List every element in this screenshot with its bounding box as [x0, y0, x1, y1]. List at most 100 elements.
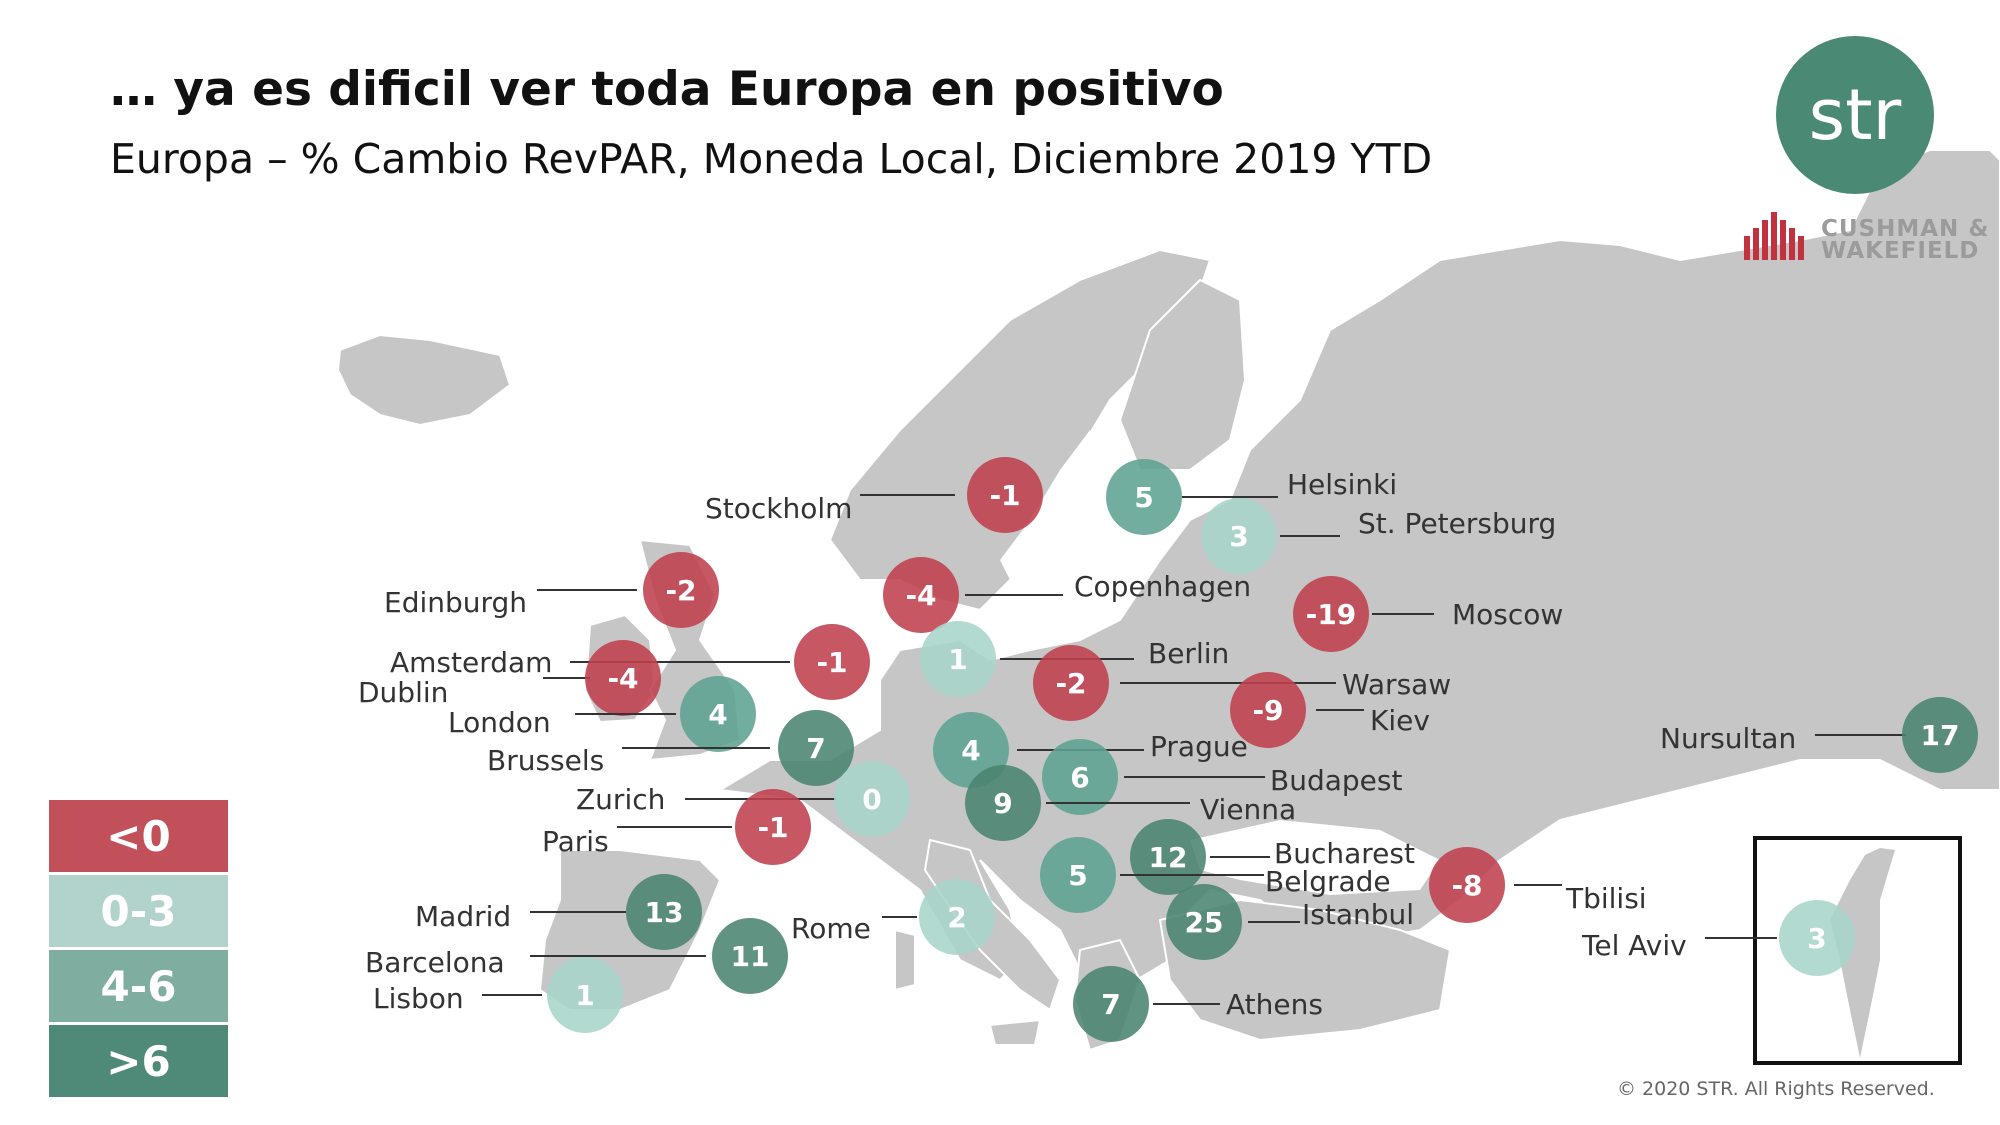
city-marker-athens: 7 Athens — [1073, 966, 1323, 1042]
city-label-kiev: Kiev — [1370, 704, 1430, 737]
city-marker-barcelona: 11 Barcelona — [365, 918, 788, 994]
city-marker-madrid: 13 Madrid — [415, 874, 702, 950]
city-marker-bucharest: 12 Bucharest — [1130, 819, 1415, 895]
value-label-brussels: 7 — [806, 732, 825, 765]
city-label-zurich: Zurich — [576, 783, 665, 816]
value-circle-copenhagen — [883, 557, 959, 633]
value-label-stockholm: -1 — [989, 479, 1020, 512]
value-circle-lisbon — [547, 957, 623, 1033]
city-label-amsterdam: Amsterdam — [390, 646, 552, 679]
value-label-st-petersburg: 3 — [1229, 520, 1248, 553]
sardinia-shape — [894, 928, 916, 992]
city-label-berlin: Berlin — [1148, 637, 1229, 670]
city-label-helsinki: Helsinki — [1287, 468, 1397, 501]
value-circle-london — [680, 676, 756, 752]
value-circle-nursultan — [1902, 697, 1978, 773]
city-marker-london: 4 London — [448, 676, 756, 752]
value-label-amsterdam: -1 — [816, 646, 847, 679]
value-circle-stockholm — [967, 457, 1043, 533]
value-label-madrid: 13 — [645, 896, 684, 929]
value-circle-athens — [1073, 966, 1149, 1042]
value-circle-edinburgh — [643, 552, 719, 628]
city-marker-tel-aviv: 3 Tel Aviv — [1581, 900, 1855, 976]
value-circle-st-petersburg — [1201, 498, 1277, 574]
value-label-athens: 7 — [1101, 988, 1120, 1021]
page-title: … ya es dificil ver toda Europa en posit… — [110, 62, 1224, 117]
value-circle-madrid — [626, 874, 702, 950]
value-circle-tel-aviv — [1779, 900, 1855, 976]
sicily-shape — [988, 1018, 1042, 1046]
value-label-vienna: 9 — [993, 787, 1012, 820]
city-label-tel-aviv: Tel Aviv — [1581, 929, 1687, 962]
wakefield-wordmark: WAKEFIELD — [1821, 238, 1980, 264]
city-marker-copenhagen: -4 Copenhagen — [883, 557, 1251, 633]
continent-shape — [717, 149, 2000, 992]
city-marker-kiev: -9 Kiev — [1230, 672, 1430, 748]
value-label-lisbon: 1 — [575, 979, 594, 1012]
page-subtitle: Europa – % Cambio RevPAR, Moneda Local, … — [110, 135, 1433, 183]
city-marker-helsinki: 5 Helsinki — [1106, 459, 1397, 535]
value-circle-helsinki — [1106, 459, 1182, 535]
cushman-wordmark: CUSHMAN & — [1821, 216, 1990, 242]
city-marker-vienna: 9 Vienna — [965, 765, 1296, 841]
city-marker-budapest: 6 Budapest — [1042, 739, 1402, 815]
city-label-madrid: Madrid — [415, 900, 511, 933]
value-circle-istanbul — [1166, 884, 1242, 960]
value-label-berlin: 1 — [948, 643, 967, 676]
value-label-belgrade: 5 — [1068, 859, 1087, 892]
city-label-prague: Prague — [1150, 730, 1248, 763]
city-marker-brussels: 7 Brussels — [487, 710, 854, 786]
value-label-istanbul: 25 — [1185, 906, 1224, 939]
value-label-nursultan: 17 — [1921, 719, 1960, 752]
cushman-wakefield-logo-mark — [1744, 212, 1804, 260]
value-label-bucharest: 12 — [1149, 841, 1188, 874]
value-circle-moscow — [1293, 576, 1369, 652]
city-marker-rome: 2 Rome — [791, 879, 995, 955]
value-circle-vienna — [965, 765, 1041, 841]
copyright-notice: © 2020 STR. All Rights Reserved. — [1617, 1078, 1935, 1100]
city-label-london: London — [448, 706, 551, 739]
value-circle-warsaw — [1033, 645, 1109, 721]
legend-item-negative: <0 — [49, 800, 228, 872]
value-circle-budapest — [1042, 739, 1118, 815]
legend-item-4-6: 4-6 — [49, 950, 228, 1022]
city-label-bucharest: Bucharest — [1274, 837, 1415, 870]
value-label-london: 4 — [708, 698, 727, 731]
legend-item-over-6: >6 — [49, 1025, 228, 1097]
city-label-brussels: Brussels — [487, 744, 604, 777]
value-label-edinburgh: -2 — [665, 574, 696, 607]
value-label-rome: 2 — [947, 901, 966, 934]
israel-shape — [1830, 848, 1895, 1058]
city-marker-berlin: 1 Berlin — [920, 621, 1229, 697]
value-label-tel-aviv: 3 — [1807, 922, 1826, 955]
value-label-barcelona: 11 — [731, 940, 770, 973]
value-label-helsinki: 5 — [1134, 481, 1153, 514]
city-marker-belgrade: 5 Belgrade — [1040, 837, 1391, 913]
city-label-vienna: Vienna — [1200, 793, 1296, 826]
value-label-zurich: 0 — [862, 783, 881, 816]
city-marker-amsterdam: -1 Amsterdam — [390, 624, 870, 700]
city-label-paris: Paris — [542, 825, 609, 858]
city-label-rome: Rome — [791, 912, 871, 945]
value-label-prague: 4 — [961, 734, 980, 767]
value-label-dublin: -4 — [607, 662, 638, 695]
city-label-nursultan: Nursultan — [1660, 722, 1796, 755]
city-marker-moscow: -19 Moscow — [1293, 576, 1563, 652]
city-label-athens: Athens — [1226, 988, 1323, 1021]
city-label-barcelona: Barcelona — [365, 946, 505, 979]
value-circle-zurich — [834, 761, 910, 837]
city-label-budapest: Budapest — [1270, 764, 1402, 797]
city-label-moscow: Moscow — [1452, 598, 1563, 631]
value-label-warsaw: -2 — [1055, 667, 1086, 700]
legend-item-0-3: 0-3 — [49, 875, 228, 947]
value-circle-amsterdam — [794, 624, 870, 700]
city-label-warsaw: Warsaw — [1342, 668, 1451, 701]
iceland-shape — [336, 333, 512, 427]
value-label-paris: -1 — [757, 811, 788, 844]
city-marker-warsaw: -2 Warsaw — [1033, 645, 1451, 721]
city-marker-lisbon: 1 Lisbon — [373, 957, 623, 1033]
value-circle-barcelona — [712, 918, 788, 994]
value-circle-rome — [919, 879, 995, 955]
city-label-stockholm: Stockholm — [705, 492, 852, 525]
value-circle-dublin — [585, 640, 661, 716]
